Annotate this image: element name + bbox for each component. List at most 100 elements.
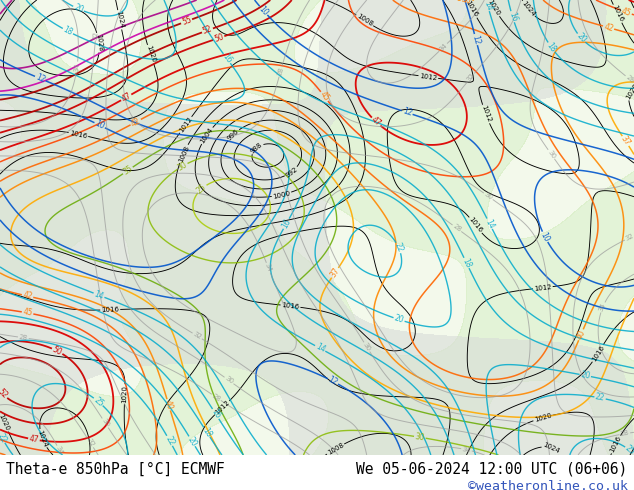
Text: 30: 30 [362,342,372,352]
Text: 45: 45 [318,90,331,103]
Text: 30: 30 [483,191,494,201]
Text: 20: 20 [72,3,85,15]
Text: 1020: 1020 [487,0,501,17]
Text: 14: 14 [482,0,493,11]
Text: 18: 18 [460,257,472,269]
Text: 1012: 1012 [214,399,231,416]
Text: 50: 50 [51,345,63,357]
Text: 47: 47 [29,434,39,445]
Text: ©weatheronline.co.uk: ©weatheronline.co.uk [468,480,628,490]
Text: 18: 18 [545,41,558,54]
Text: 14: 14 [93,289,105,301]
Text: 34: 34 [438,42,448,52]
Text: 40: 40 [575,329,587,341]
Text: 16: 16 [221,52,233,65]
Text: 10: 10 [257,4,270,17]
Text: 37: 37 [328,266,342,279]
Text: 1020: 1020 [145,45,156,64]
Text: 1020: 1020 [624,82,634,101]
Text: 1028: 1028 [94,33,103,52]
Text: We 05-06-2024 12:00 UTC (06+06): We 05-06-2024 12:00 UTC (06+06) [356,462,628,476]
Text: 1012: 1012 [534,284,552,292]
Text: 1016: 1016 [611,4,624,23]
Text: 35: 35 [121,164,134,177]
Text: 47: 47 [370,115,383,128]
Text: 1008: 1008 [356,13,374,28]
Text: 34: 34 [462,446,472,454]
Text: 28: 28 [211,392,222,402]
Text: 20: 20 [579,370,591,381]
Text: 50: 50 [212,32,225,44]
Text: 20: 20 [393,314,405,325]
Text: 22: 22 [0,431,8,444]
Text: 20: 20 [574,31,588,45]
Text: 25: 25 [92,395,105,408]
Text: 42: 42 [129,116,142,128]
Text: 25: 25 [623,444,634,457]
Text: 1004: 1004 [199,126,214,145]
Text: 28: 28 [276,67,285,76]
Text: 28: 28 [451,223,462,233]
Text: 32: 32 [466,73,476,83]
Text: 1016: 1016 [609,435,623,454]
Text: 42: 42 [22,291,33,301]
Text: 45: 45 [620,6,632,18]
Text: 1008: 1008 [327,442,345,456]
Text: 52: 52 [0,388,10,401]
Text: 12: 12 [327,375,339,388]
Text: 28: 28 [18,334,28,342]
Text: 25: 25 [195,182,209,195]
Text: 1000: 1000 [272,190,291,199]
Text: Theta-e 850hPa [°C] ECMWF: Theta-e 850hPa [°C] ECMWF [6,462,225,476]
Text: 40: 40 [462,0,472,5]
Text: 1016: 1016 [281,302,300,310]
Text: 32: 32 [86,438,95,448]
Text: 1012: 1012 [419,73,437,81]
Text: 22: 22 [595,392,605,403]
Text: 30: 30 [176,160,189,172]
Text: 988: 988 [250,141,264,155]
Text: 28: 28 [620,430,630,438]
Text: 32: 32 [624,233,634,242]
Text: 16: 16 [209,408,222,420]
Text: 1016: 1016 [101,307,119,313]
Text: 34: 34 [598,302,607,313]
Text: 34: 34 [74,62,81,72]
Text: 1024: 1024 [542,441,560,455]
Text: 1020: 1020 [122,385,128,403]
Text: 1020: 1020 [533,413,552,423]
Text: 1016: 1016 [467,216,484,234]
Text: 28: 28 [624,74,634,84]
Text: 45: 45 [22,308,33,318]
Text: 32: 32 [192,331,202,341]
Text: 16: 16 [507,11,518,23]
Text: 1024: 1024 [520,0,536,18]
Text: 22: 22 [392,242,404,254]
Text: 37: 37 [619,134,632,147]
Text: 14: 14 [314,342,327,355]
Text: 42: 42 [603,22,614,33]
Text: 1016: 1016 [591,344,605,363]
Text: 30: 30 [224,375,235,386]
Text: 1008: 1008 [177,144,190,163]
Text: 16: 16 [280,217,293,230]
Text: 12: 12 [470,34,481,45]
Text: 14: 14 [483,218,496,230]
Text: 1012: 1012 [178,116,193,134]
Text: 30: 30 [100,417,110,428]
Text: 22: 22 [164,435,176,447]
Text: 1024: 1024 [115,10,124,29]
Text: 32: 32 [93,30,99,40]
Text: 34: 34 [264,263,273,273]
Text: 10: 10 [539,231,551,243]
Text: 55: 55 [181,15,193,27]
Text: 47: 47 [120,91,133,104]
Text: 1016: 1016 [69,130,88,139]
Text: 1024: 1024 [37,429,48,448]
Text: 992: 992 [284,166,299,178]
Text: 1016: 1016 [465,0,479,19]
Text: 18: 18 [200,426,213,439]
Text: 52: 52 [202,24,214,36]
Text: 996: 996 [226,128,240,142]
Text: 18: 18 [61,25,74,37]
